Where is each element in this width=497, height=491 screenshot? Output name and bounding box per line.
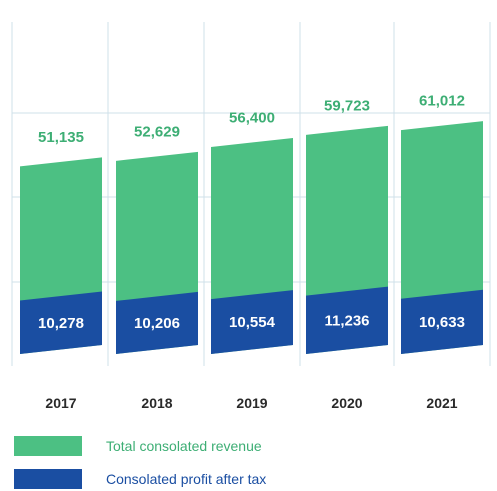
label-revenue-2019: 56,400 (229, 110, 275, 127)
chart-bars (20, 121, 483, 354)
label-revenue-2017: 51,135 (38, 129, 84, 146)
chart-year-labels: 2017 2018 2019 2020 2021 (45, 395, 457, 411)
bar-profit-2017 (20, 291, 102, 354)
label-profit-2021: 10,633 (419, 314, 465, 331)
label-revenue-2021: 61,012 (419, 93, 465, 110)
year-label-2019: 2019 (236, 395, 267, 411)
year-label-2021: 2021 (426, 395, 457, 411)
legend-swatch-revenue (14, 436, 82, 456)
label-revenue-2020: 59,723 (324, 97, 370, 114)
year-label-2020: 2020 (331, 395, 362, 411)
legend-swatch-profit (14, 469, 82, 489)
year-label-2018: 2018 (141, 395, 172, 411)
label-profit-2020: 11,236 (324, 312, 369, 329)
chart-value-labels: 51,135 10,278 52,629 10,206 56,400 10,554 59,7… (38, 93, 465, 332)
label-profit-2019: 10,554 (229, 314, 276, 331)
bar-profit-2018 (116, 291, 198, 354)
legend-label-revenue: Total consolated revenue (106, 438, 262, 454)
bar-profit-2019 (211, 290, 293, 354)
label-revenue-2018: 52,629 (134, 123, 180, 140)
year-label-2017: 2017 (45, 395, 76, 411)
legend-label-profit: Consolated profit after tax (106, 471, 266, 487)
label-profit-2017: 10,278 (38, 315, 84, 332)
label-profit-2018: 10,206 (134, 315, 180, 332)
bar-profit-2021 (401, 289, 483, 354)
bar-profit-2020 (306, 286, 388, 354)
chart-legend: Total consolated revenue Consolated prof… (14, 436, 266, 489)
